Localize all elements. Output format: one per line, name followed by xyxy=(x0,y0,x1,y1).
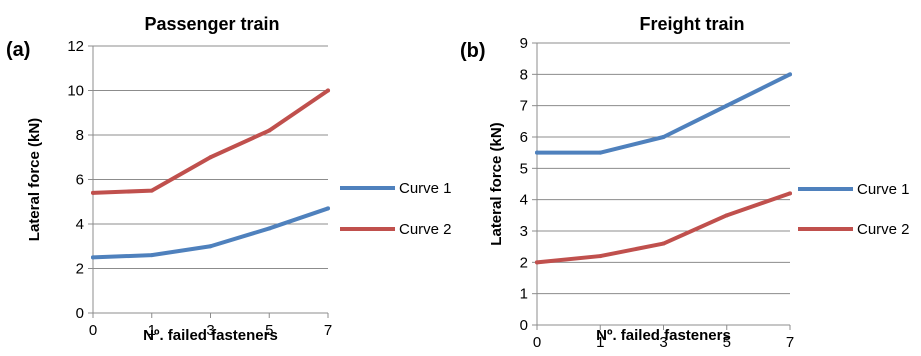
chart-b-svg: 0 1 2 3 4 5 6 7 8 9 0 1 3 5 7 Freight train (b) Nº. faile… xyxy=(460,14,910,351)
y-tick-label: 10 xyxy=(67,83,84,100)
y-tick-label: 4 xyxy=(520,192,528,209)
data-point xyxy=(208,155,213,160)
series-line-curve-2 xyxy=(91,88,330,195)
data-point xyxy=(149,253,154,258)
data-point xyxy=(661,241,666,246)
y-tick-label: 12 xyxy=(67,38,84,55)
data-point xyxy=(788,72,792,77)
legend-label: Curve 1 xyxy=(399,180,452,197)
series-line-curve-1 xyxy=(91,206,330,260)
data-point xyxy=(724,103,729,108)
y-tick-label: 7 xyxy=(520,98,528,115)
data-point xyxy=(724,213,729,218)
x-axis-label: Nº. failed fasteners xyxy=(143,327,278,344)
y-tick-label: 0 xyxy=(520,317,528,334)
x-tick-label: 5 xyxy=(265,322,273,339)
series-line-curve-2 xyxy=(535,191,792,265)
data-point xyxy=(326,88,330,93)
chart-title: Freight train xyxy=(639,14,744,34)
y-tick-label: 3 xyxy=(520,223,528,240)
y-axis-label: Lateral force (kN) xyxy=(26,118,43,241)
panel-label: (b) xyxy=(460,40,486,62)
y-tick-label: 5 xyxy=(520,160,528,177)
data-point xyxy=(326,206,330,211)
y-tick-label: 2 xyxy=(76,261,84,278)
x-tick-label: 1 xyxy=(596,334,604,351)
x-tick-label: 7 xyxy=(324,322,332,339)
y-tick-label: 8 xyxy=(76,127,84,144)
data-point xyxy=(788,191,792,196)
data-point xyxy=(208,244,213,249)
legend-label: Curve 1 xyxy=(857,181,910,198)
y-tick-label: 0 xyxy=(76,305,84,322)
y-tick-label: 4 xyxy=(76,216,84,233)
data-point xyxy=(598,254,603,259)
y-tick-label: 6 xyxy=(520,129,528,146)
chart-panel-a: 0 2 4 6 8 10 12 0 1 3 5 7 Passenger train (a) Nº. fail… xyxy=(0,0,460,351)
data-point xyxy=(598,150,603,155)
panel-label: (a) xyxy=(6,39,30,61)
x-tick-label: 0 xyxy=(89,322,97,339)
data-point xyxy=(267,128,272,133)
data-point xyxy=(661,135,666,139)
data-point xyxy=(535,150,539,155)
data-point xyxy=(267,226,272,231)
x-tick-label: 7 xyxy=(786,334,794,351)
x-tick-label: 3 xyxy=(206,322,214,339)
x-tick-label: 3 xyxy=(659,334,667,351)
chart-a-svg: 0 2 4 6 8 10 12 0 1 3 5 7 Passenger train (a) Nº. fail… xyxy=(6,14,452,344)
x-axis-label: Nº. failed fasteners xyxy=(596,327,731,344)
x-tick-label: 1 xyxy=(148,322,156,339)
y-tick-label: 2 xyxy=(520,254,528,271)
chart-title: Passenger train xyxy=(144,14,279,34)
y-axis-label: Lateral force (kN) xyxy=(488,122,505,245)
data-point xyxy=(91,190,95,195)
data-point xyxy=(535,260,539,265)
series-line-curve-1 xyxy=(535,72,792,155)
chart-panel-b: 0 1 2 3 4 5 6 7 8 9 0 1 3 5 7 Freight train (b) Nº. faile… xyxy=(460,0,921,351)
data-point xyxy=(149,188,154,193)
y-tick-label: 1 xyxy=(520,286,528,303)
legend-label: Curve 2 xyxy=(857,221,910,238)
y-tick-label: 9 xyxy=(520,35,528,52)
legend-label: Curve 2 xyxy=(399,221,452,238)
y-tick-label: 8 xyxy=(520,66,528,83)
y-tick-label: 6 xyxy=(76,172,84,189)
x-tick-label: 0 xyxy=(533,334,541,351)
x-tick-label: 5 xyxy=(723,334,731,351)
data-point xyxy=(91,255,95,260)
